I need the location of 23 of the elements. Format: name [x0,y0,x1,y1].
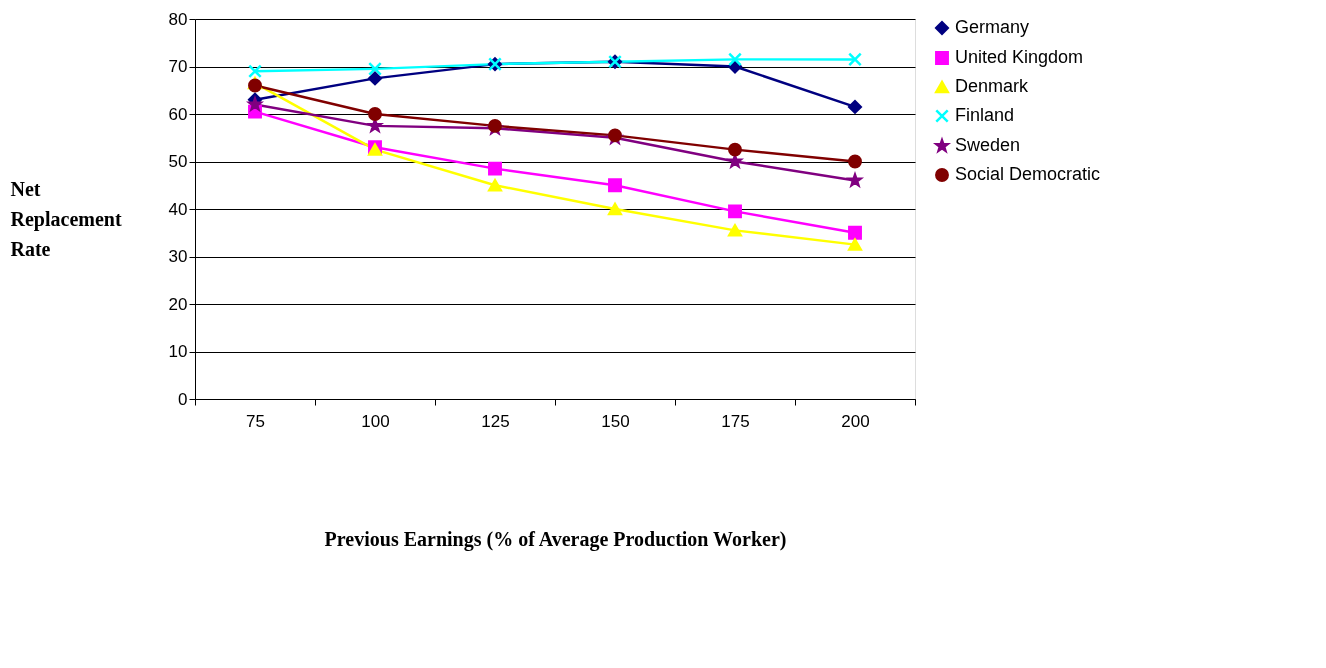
y-tick-label: 40 [168,199,188,219]
legend-label: Denmark [955,76,1030,96]
y-tick-label: 70 [168,57,188,76]
y-axis-title: Net Replacement Rate [10,177,122,260]
x-tick-label: 100 [361,411,390,431]
x-tick-label: 75 [246,411,265,431]
x-tick-label: 125 [481,411,510,431]
legend-label: Sweden [955,135,1021,155]
y-tick-label: 0 [178,389,188,409]
x-tick-label: 175 [721,411,750,431]
y-tick-label: 20 [168,294,188,314]
x-tick-label: 150 [601,411,630,431]
y-tick-label: 60 [168,104,188,124]
y-tick-label: 30 [168,247,188,266]
y-tick-label: 50 [168,152,188,171]
legend-label: Finland [955,105,1015,125]
y-tick-label: 80 [168,9,188,29]
legend-label: United Kingdom [955,47,1084,67]
legend-label: Germany [955,17,1030,37]
y-tick-label: 10 [168,342,188,361]
x-tick-label: 200 [841,411,870,431]
legend-label: Social Democratic [955,164,1101,184]
x-axis-title: Previous Earnings (% of Average Production Worker) [324,527,787,551]
